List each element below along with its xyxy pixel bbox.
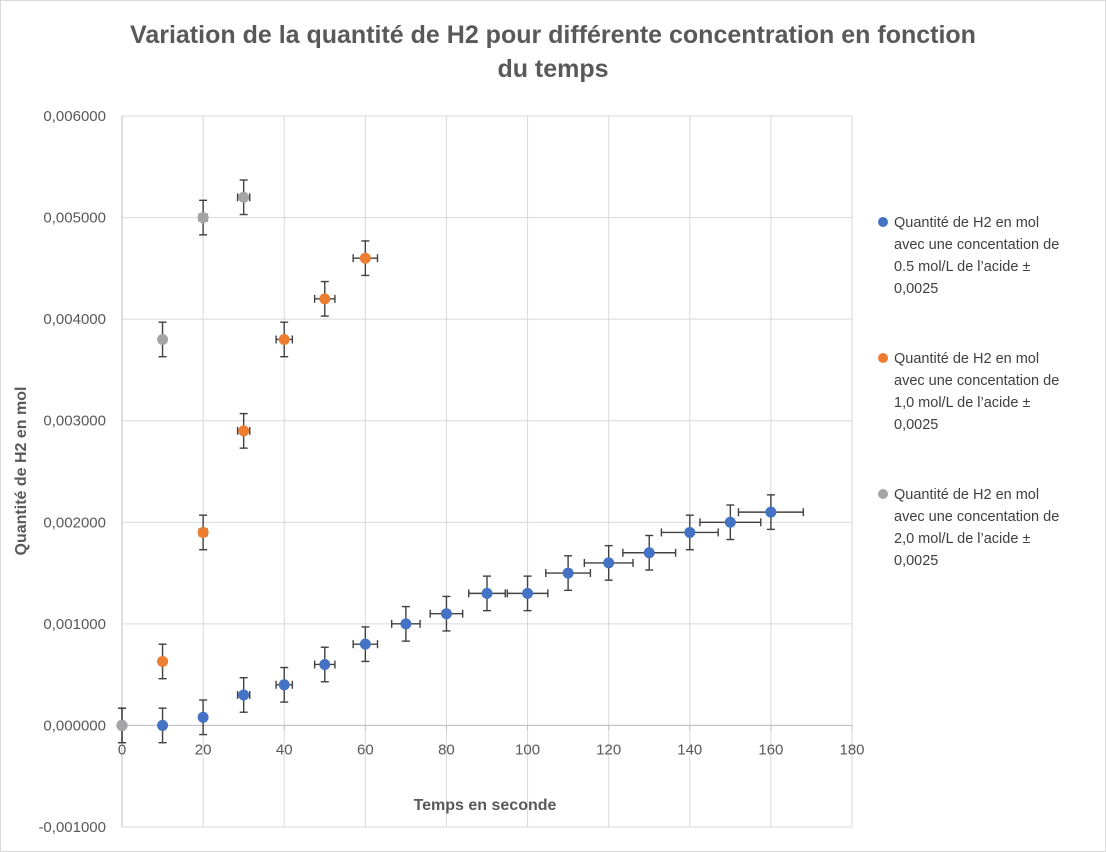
y-axis-title: Quantité de H2 en mol	[13, 387, 30, 556]
y-tick-label: 0,006000	[43, 108, 106, 125]
x-tick-label: 120	[596, 741, 621, 758]
y-tick-label: -0,001000	[38, 819, 106, 836]
legend-text-series-3: 2,0 mol/L de l’acide ±	[894, 531, 1030, 547]
data-point-series-1	[238, 689, 250, 701]
data-point-series-1	[562, 567, 574, 579]
legend-text-series-1: Quantité de H2 en mol	[894, 215, 1039, 231]
data-points	[116, 191, 777, 731]
y-tick-label: 0,000000	[43, 717, 106, 734]
data-point-series-1	[603, 557, 615, 569]
x-tick-label: 20	[195, 741, 212, 758]
legend-text-series-1: 0,0025	[894, 281, 938, 297]
legend-text-series-1: avec une concentation de	[894, 237, 1059, 253]
x-tick-label: 140	[677, 741, 702, 758]
legend-marker-series-3	[878, 489, 888, 499]
axes	[121, 116, 853, 827]
chart-title-line-1: Variation de la quantité de H2 pour diff…	[130, 21, 976, 49]
y-tick-label: 0,001000	[43, 616, 106, 633]
x-tick-labels: 0 20 40 60 80 100 120 140 160 180	[118, 741, 865, 758]
x-tick-label: 160	[758, 741, 783, 758]
data-point-series-3	[157, 333, 169, 345]
legend-text-series-3: Quantité de H2 en mol	[894, 487, 1039, 503]
data-point-series-1	[643, 547, 655, 559]
data-point-series-1	[765, 506, 777, 518]
data-point-series-2	[197, 526, 209, 538]
data-point-series-3	[197, 212, 209, 224]
legend-marker-series-2	[878, 353, 888, 363]
data-point-series-2	[157, 655, 169, 667]
chart-title-line-2: du temps	[497, 55, 608, 83]
y-tick-label: 0,002000	[43, 514, 106, 531]
legend-text-series-1: 0.5 mol/L de l’acide ±	[894, 259, 1030, 275]
legend-text-series-2: 1,0 mol/L de l’acide ±	[894, 395, 1030, 411]
data-point-series-1	[197, 711, 209, 723]
legend-text-series-3: avec une concentation de	[894, 509, 1059, 525]
legend-marker-series-1	[878, 217, 888, 227]
legend-text-series-2: Quantité de H2 en mol	[894, 351, 1039, 367]
x-tick-label: 40	[276, 741, 293, 758]
data-point-series-2	[278, 333, 290, 345]
y-tick-label: 0,004000	[43, 311, 106, 328]
data-point-series-1	[359, 638, 371, 650]
data-point-series-3	[116, 719, 128, 731]
gridlines	[121, 115, 853, 828]
x-tick-label: 0	[118, 741, 126, 758]
x-tick-label: 180	[839, 741, 864, 758]
data-point-series-1	[684, 526, 696, 538]
data-point-series-1	[440, 608, 452, 620]
legend-text-series-2: 0,0025	[894, 417, 938, 433]
data-point-series-1	[319, 658, 331, 670]
x-tick-label: 100	[515, 741, 540, 758]
data-point-series-1	[522, 587, 534, 599]
data-point-series-2	[238, 425, 250, 437]
x-tick-label: 60	[357, 741, 374, 758]
data-point-series-1	[724, 516, 736, 528]
data-point-series-2	[319, 293, 331, 305]
error-bars	[118, 179, 805, 744]
data-point-series-1	[400, 618, 412, 630]
x-axis-title: Temps en seconde	[414, 797, 557, 814]
data-point-series-1	[481, 587, 493, 599]
legend-text-series-3: 0,0025	[894, 553, 938, 569]
legend-text-series-2: avec une concentation de	[894, 373, 1059, 389]
data-point-series-3	[238, 191, 250, 203]
x-tick-label: 80	[438, 741, 455, 758]
y-tick-label: 0,005000	[43, 210, 106, 227]
data-point-series-2	[359, 252, 371, 264]
data-point-series-1	[157, 719, 169, 731]
y-tick-label: 0,003000	[43, 413, 106, 430]
data-point-series-1	[278, 679, 290, 691]
y-tick-labels: -0,001000 0,000000 0,001000 0,002000 0,00300…	[38, 108, 106, 836]
legend: Quantité de H2 en mol avec une concentati…	[878, 215, 1059, 569]
